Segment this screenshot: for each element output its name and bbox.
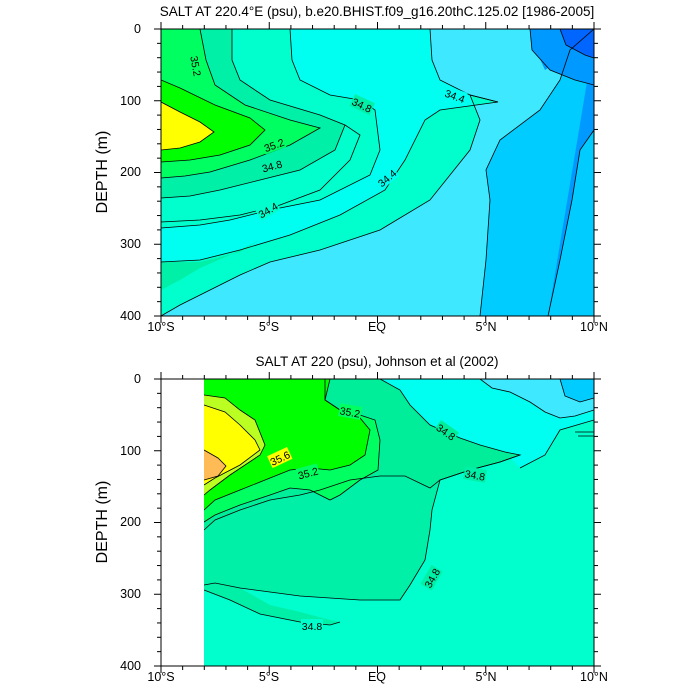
contour-label: 35.2 (338, 403, 363, 421)
contour-label: 35.2 (295, 463, 321, 482)
contour-label: 34.8 (463, 466, 488, 484)
y-tick-labels-top: 0 100 200 300 400 (120, 22, 141, 323)
axis-ticks-top (154, 22, 601, 323)
axis-ticks-bottom (154, 372, 601, 673)
svg-text:34.8: 34.8 (464, 468, 486, 483)
x-tick-label: 5°S (259, 320, 279, 334)
y-tick-label: 0 (134, 22, 141, 36)
contour-label: 34.8 (259, 156, 285, 175)
x-tick-label: EQ (368, 670, 386, 684)
contour-lines-top (161, 29, 594, 316)
x-tick-labels-bottom: 10°S 5°S EQ 5°N 10°N (147, 670, 608, 684)
y-tick-label: 100 (120, 444, 141, 458)
y-tick-label: 0 (134, 372, 141, 386)
contour-label: 34.8 (301, 619, 323, 633)
x-tick-label: 10°N (580, 320, 608, 334)
fill-lower-band (161, 240, 260, 316)
fill-small-patch (575, 432, 594, 436)
contour-fill-top (161, 29, 594, 316)
x-tick-label: 5°N (476, 670, 497, 684)
svg-text:34.8: 34.8 (302, 621, 323, 633)
svg-text:35.2: 35.2 (187, 55, 202, 77)
no-data-region (161, 379, 204, 666)
x-tick-label: 5°S (259, 670, 279, 684)
contour-fill-bottom (204, 379, 594, 666)
y-tick-label: 400 (120, 309, 141, 323)
y-axis-label-top: DEPTH (m) (94, 131, 111, 214)
y-tick-label: 300 (120, 587, 141, 601)
fill-mint-bottom (204, 583, 340, 625)
svg-text:34.8: 34.8 (261, 158, 284, 175)
y-tick-labels-bottom: 0 100 200 300 400 (120, 372, 141, 673)
y-tick-label: 200 (120, 515, 141, 529)
fill-blue-ne-corner (560, 379, 594, 402)
contour-labels-bottom: 35.2 34.8 35.6 35.2 34.8 34.8 34.8 (267, 403, 488, 633)
chart-title-top: SALT AT 220.4°E (psu), b.e20.BHIST.f09_g… (160, 4, 594, 19)
fill-mint-lower (204, 452, 520, 600)
x-tick-label: 5°N (476, 320, 497, 334)
x-tick-label: 10°S (147, 320, 174, 334)
y-tick-label: 300 (120, 237, 141, 251)
chart-title-bottom: SALT AT 220 (psu), Johnson et al (2002) (256, 354, 499, 369)
x-tick-label: 10°S (147, 670, 174, 684)
fill-yellow-core (161, 102, 214, 150)
x-tick-label: EQ (368, 320, 386, 334)
y-tick-label: 400 (120, 659, 141, 673)
fill-lower-aqua (161, 95, 498, 316)
fill-blue-ne (480, 29, 594, 316)
x-tick-labels-top: 10°S 5°S EQ 5°N 10°N (147, 320, 608, 334)
y-tick-label: 100 (120, 94, 141, 108)
x-tick-label: 10°N (580, 670, 608, 684)
svg-text:35.2: 35.2 (297, 465, 320, 482)
svg-text:35.2: 35.2 (339, 405, 361, 420)
fill-lower-teal (161, 125, 360, 222)
contour-label: 35.2 (187, 53, 205, 78)
y-tick-label: 200 (120, 165, 141, 179)
fill-bright-green (204, 379, 370, 510)
y-axis-label-bottom: DEPTH (m) (94, 481, 111, 564)
